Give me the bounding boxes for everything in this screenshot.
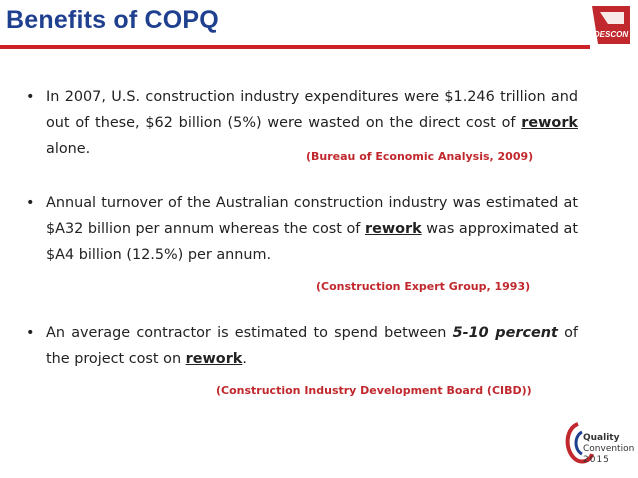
bullet-dot: •: [26, 89, 35, 105]
qc-swoosh-red: [565, 422, 594, 464]
slide-title: Benefits of COPQ: [6, 6, 219, 34]
bullet-text: of the project cost on: [46, 325, 578, 367]
descon-logo: DESCON: [592, 6, 630, 44]
title-underline-bar: [0, 45, 590, 49]
bullet-text: In 2007, U.S. construction industry expe…: [46, 89, 578, 131]
rework-emphasis: rework: [521, 115, 578, 131]
bullet-us-expenditure: • In 2007, U.S. construction industry ex…: [26, 84, 578, 162]
percent-emphasis: 5-10 percent: [452, 325, 558, 341]
qc-line-quality: Quality: [583, 433, 620, 443]
rework-emphasis: rework: [185, 351, 243, 367]
source-citation: (Construction Industry Development Board…: [216, 384, 532, 397]
qc-swoosh-blue: [574, 430, 583, 456]
bullet-dot: •: [26, 325, 35, 341]
source-citation: (Bureau of Economic Analysis, 2009): [306, 150, 534, 163]
source-citation: (Construction Expert Group, 1993): [316, 280, 531, 293]
qc-line-year: 2015: [583, 455, 610, 465]
bullet-text: An average contractor is estimated to sp…: [46, 325, 453, 341]
bullet-text: was approximated at $A4 billion (12.5%) …: [46, 221, 579, 263]
bullet-australia-turnover: • Annual turnover of the Australian cons…: [26, 190, 579, 268]
descon-logo-mark: [600, 12, 624, 24]
bullet-text: alone.: [46, 141, 91, 157]
rework-emphasis: rework: [364, 221, 422, 237]
bullet-text: .: [242, 351, 247, 367]
qc-line-convention: Convention: [583, 444, 635, 454]
quality-convention-logo: [565, 422, 594, 464]
bullet-dot: •: [26, 195, 35, 211]
bullet-text: Annual turnover of the Australian constr…: [46, 195, 578, 237]
descon-logo-text: DESCON: [594, 30, 628, 39]
bullet-contractor-spend: • An average contractor is estimated to …: [26, 320, 578, 372]
